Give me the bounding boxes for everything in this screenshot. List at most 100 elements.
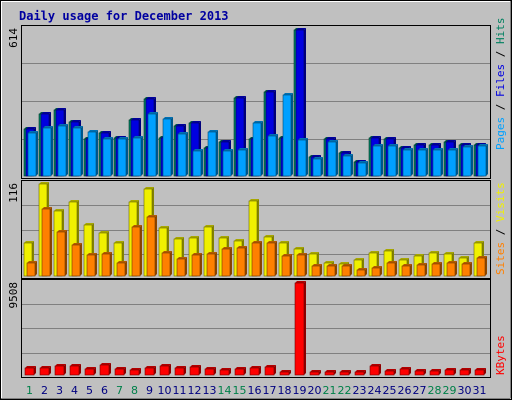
bars-hits bbox=[23, 28, 488, 177]
bar-hits-files-day-25-top bbox=[386, 137, 396, 139]
bar-visits-sites-day-9-side bbox=[155, 215, 157, 276]
bars-visits bbox=[23, 182, 487, 277]
bar-kbytes-kbytes-day-8-face bbox=[129, 369, 140, 376]
bar-kbytes-kbytes-day-12-top bbox=[190, 365, 201, 367]
bar-kbytes-kbytes-day-20-face bbox=[309, 371, 320, 376]
bar-kbytes-kbytes-day-20-top bbox=[310, 370, 321, 372]
bar-kbytes-kbytes-day-12-face bbox=[189, 366, 200, 376]
bar-visits-sites-day-13-face bbox=[206, 253, 216, 277]
bar-visits-sites-day-24 bbox=[371, 266, 382, 277]
bar-hits-pages-day-2-side bbox=[51, 126, 53, 176]
bar-kbytes-kbytes-day-19 bbox=[294, 281, 306, 376]
day-label-8: 8 bbox=[131, 384, 138, 397]
bar-visits-visits-day-30-top bbox=[459, 256, 469, 258]
chart-title: Daily usage for December 2013 bbox=[19, 9, 229, 23]
bar-kbytes-kbytes-day-23-top bbox=[355, 370, 366, 372]
bar-kbytes-kbytes-day-7 bbox=[114, 367, 126, 376]
panel-hits bbox=[21, 25, 491, 179]
bar-visits-visits-day-9-top bbox=[144, 187, 154, 189]
bar-kbytes-kbytes-day-24 bbox=[369, 364, 381, 376]
bar-kbytes-kbytes-day-10 bbox=[159, 364, 171, 376]
bar-hits-pages-day-15-face bbox=[237, 149, 247, 177]
day-label-11: 11 bbox=[173, 384, 187, 397]
bar-kbytes-kbytes-day-29 bbox=[444, 368, 456, 376]
bar-visits-sites-day-9-face bbox=[146, 216, 156, 277]
bar-kbytes-kbytes-day-9-side bbox=[154, 366, 156, 375]
bar-visits-sites-day-7 bbox=[116, 261, 127, 277]
bar-visits-sites-day-3-top bbox=[57, 230, 67, 232]
bar-hits-pages-day-18-top bbox=[283, 93, 293, 95]
bar-visits-sites-day-8-side bbox=[140, 225, 142, 276]
bar-visits-sites-day-21 bbox=[326, 264, 337, 277]
bar-visits-visits-day-16-top bbox=[249, 199, 259, 201]
bar-hits-pages-day-12-top bbox=[193, 149, 203, 151]
bar-hits-pages-day-10-top bbox=[163, 117, 173, 119]
bar-visits-sites-day-16-side bbox=[260, 241, 262, 276]
bar-visits-sites-day-16-face bbox=[251, 242, 261, 277]
bar-hits-pages-day-26 bbox=[402, 148, 413, 177]
bar-kbytes-kbytes-day-5-face bbox=[84, 368, 95, 376]
bar-visits-sites-day-3-side bbox=[65, 230, 67, 276]
bar-visits-sites-day-4-face bbox=[71, 244, 81, 277]
bar-kbytes-kbytes-day-5-side bbox=[94, 367, 96, 375]
bar-kbytes-kbytes-day-3-top bbox=[55, 364, 66, 366]
bar-visits-visits-day-4-top bbox=[69, 200, 79, 202]
bar-hits-files-day-19-top bbox=[296, 28, 306, 30]
bar-visits-sites-day-4 bbox=[71, 243, 82, 277]
day-label-31: 31 bbox=[473, 384, 487, 397]
x-axis-day-labels: 1 2 3 4 5 6 7 8 9 10 11 12 13 14 15 16 17 18 19 20 21 22 23 24 2… bbox=[26, 384, 487, 397]
bar-kbytes-kbytes-day-3-side bbox=[64, 364, 66, 375]
bar-visits-sites-day-8 bbox=[131, 225, 142, 277]
bar-visits-sites-day-10-top bbox=[162, 251, 172, 253]
legend-part: / bbox=[494, 97, 507, 117]
day-label-5: 5 bbox=[86, 384, 93, 397]
day-label-19: 19 bbox=[293, 384, 307, 397]
bar-visits-sites-day-18-side bbox=[290, 254, 292, 276]
bar-visits-visits-day-7-top bbox=[114, 241, 124, 243]
bar-visits-sites-day-29-top bbox=[447, 261, 457, 263]
bar-hits-pages-day-21-side bbox=[336, 140, 338, 176]
bar-visits-sites-day-26 bbox=[401, 264, 412, 277]
bar-visits-sites-day-23-top bbox=[357, 268, 367, 270]
bar-hits-pages-day-13-face bbox=[207, 131, 217, 177]
day-label-21: 21 bbox=[323, 384, 337, 397]
legend-part: Files bbox=[494, 64, 507, 97]
bar-hits-files-day-9-top bbox=[146, 97, 156, 99]
bar-visits-sites-day-20-top bbox=[312, 264, 322, 266]
bar-kbytes-kbytes-day-9-top bbox=[145, 366, 156, 368]
bar-hits-files-day-22-top bbox=[341, 151, 351, 153]
bar-hits-pages-day-27-top bbox=[418, 148, 428, 150]
bar-hits-files-day-27-top bbox=[416, 143, 426, 145]
bar-kbytes-kbytes-day-26-top bbox=[400, 367, 411, 369]
bar-visits-visits-day-23-top bbox=[354, 258, 364, 260]
bar-kbytes-kbytes-day-8 bbox=[129, 368, 141, 376]
bar-visits-sites-day-7-top bbox=[117, 261, 127, 263]
bar-hits-pages-day-11-top bbox=[178, 132, 188, 134]
bar-kbytes-kbytes-day-25-side bbox=[394, 369, 396, 375]
bar-hits-pages-day-30-face bbox=[462, 146, 472, 177]
bar-hits-pages-day-25-top bbox=[388, 144, 398, 146]
panel-visits bbox=[21, 180, 491, 279]
legend-part: Hits bbox=[494, 18, 507, 45]
bar-visits-sites-day-27-face bbox=[416, 264, 426, 277]
bar-visits-sites-day-22-side bbox=[350, 264, 352, 276]
bar-kbytes-kbytes-day-15 bbox=[234, 367, 246, 376]
bar-kbytes-kbytes-day-17 bbox=[264, 365, 276, 376]
bar-visits-visits-day-19-top bbox=[294, 247, 304, 249]
bar-visits-sites-day-4-side bbox=[80, 243, 82, 276]
day-label-7: 7 bbox=[116, 384, 123, 397]
bar-visits-sites-day-30-face bbox=[461, 263, 471, 277]
bar-visits-sites-day-2-face bbox=[41, 208, 51, 277]
bar-visits-sites-day-27-top bbox=[417, 263, 427, 265]
bar-kbytes-kbytes-day-13 bbox=[204, 367, 216, 376]
bar-hits-pages-day-21-face bbox=[327, 141, 337, 177]
bar-kbytes-kbytes-day-18 bbox=[279, 370, 291, 376]
bar-visits-sites-day-31-top bbox=[477, 256, 487, 258]
bar-kbytes-kbytes-day-22-face bbox=[339, 371, 350, 376]
bar-hits-pages-day-26-top bbox=[403, 148, 413, 150]
bar-hits-pages-day-22-side bbox=[351, 154, 353, 176]
bar-kbytes-kbytes-day-21-top bbox=[325, 370, 336, 372]
bar-kbytes-kbytes-day-15-top bbox=[235, 367, 246, 369]
bar-kbytes-kbytes-day-4-side bbox=[79, 364, 81, 375]
bar-hits-pages-day-14-top bbox=[223, 149, 233, 151]
